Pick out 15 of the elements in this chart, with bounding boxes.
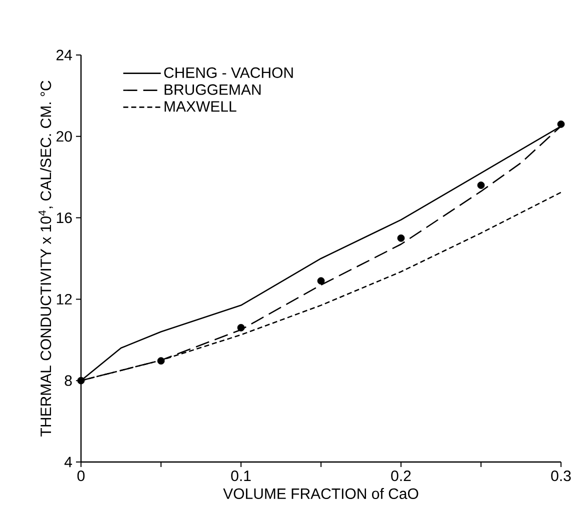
- x-axis-title: VOLUME FRACTION of CaO: [223, 488, 418, 500]
- legend-label: MAXWELL: [164, 101, 236, 112]
- x-tick-label: 0.1: [231, 470, 251, 482]
- x-tick-label: 0.3: [551, 470, 571, 482]
- y-tick-label: 12: [56, 294, 72, 304]
- legend-label: BRUGGEMAN: [164, 84, 261, 95]
- legend-label: CHENG - VACHON: [164, 67, 293, 78]
- y-axis-title: THERMAL CONDUCTIVITY x 10$^{4}$, CAL/SEC. CM. °C: [38, 80, 53, 436]
- x-tick-label: 0.2: [391, 470, 411, 482]
- x-tick-label: 0: [77, 470, 85, 482]
- y-tick-label: 24: [56, 50, 72, 60]
- y-tick-label: 4: [64, 456, 72, 468]
- y-tick-label: 16: [56, 212, 72, 224]
- y-tick-label: 20: [56, 131, 72, 142]
- y-tick-label: 8: [64, 375, 72, 386]
